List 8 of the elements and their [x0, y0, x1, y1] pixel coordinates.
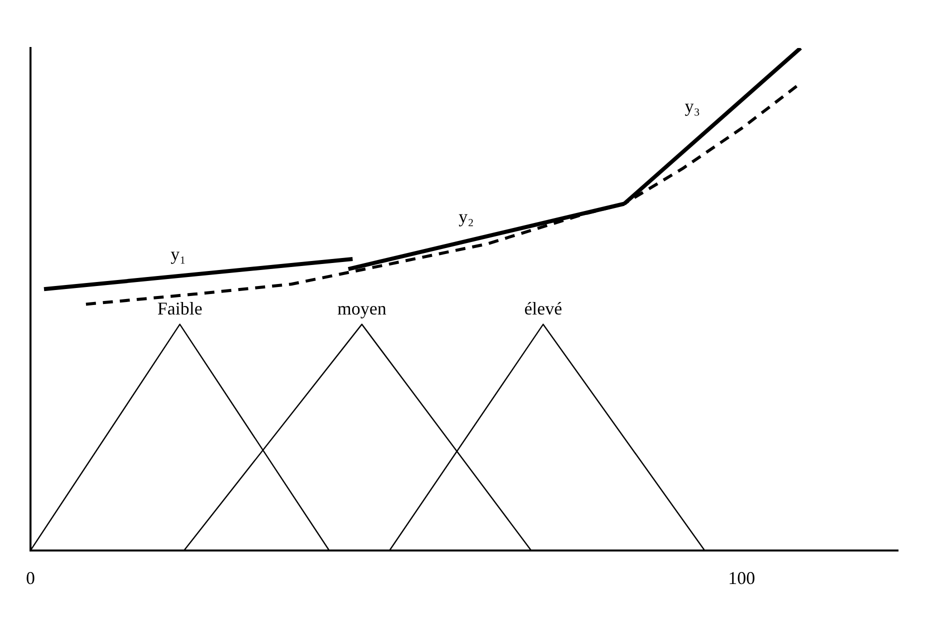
series-label: élevé	[524, 298, 562, 318]
series-label: y₁	[170, 244, 186, 264]
series-label: y₃	[684, 96, 700, 116]
series-label: moyen	[337, 298, 386, 318]
x-tick-label: 100	[728, 568, 756, 588]
series-label: Faible	[157, 298, 202, 318]
x-tick-label: 0	[26, 568, 35, 588]
series-label: y₂	[458, 206, 474, 226]
